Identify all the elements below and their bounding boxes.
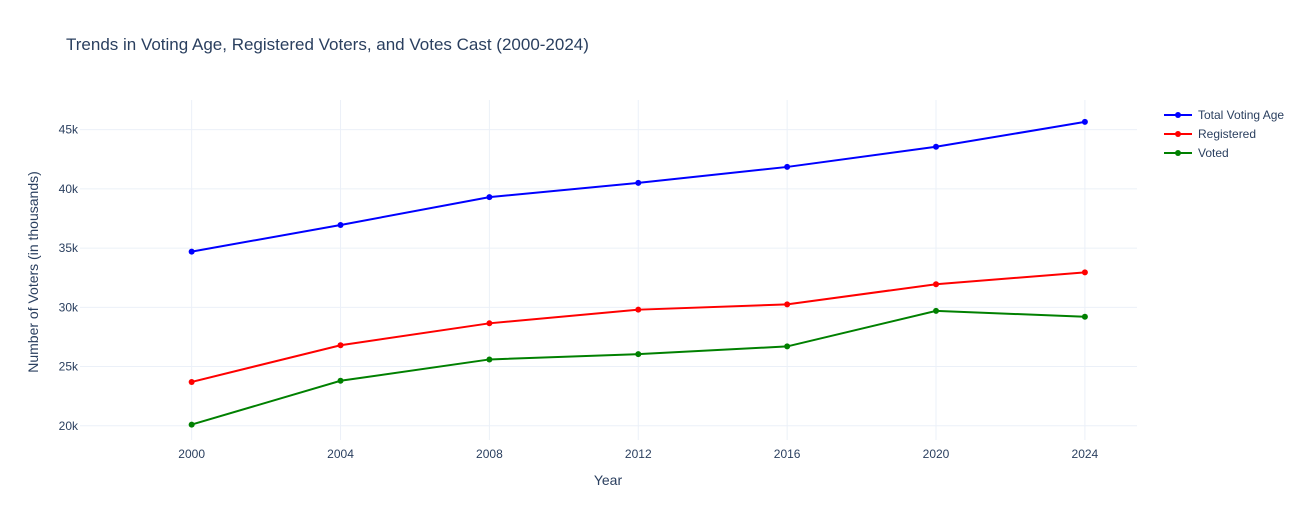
y-axis-title: Number of Voters (in thousands)	[25, 171, 41, 373]
y-tick-label: 45k	[59, 123, 79, 137]
data-point[interactable]	[784, 163, 791, 170]
data-point[interactable]	[784, 301, 791, 308]
data-point[interactable]	[635, 351, 642, 358]
x-tick-label: 2000	[178, 447, 205, 461]
data-point[interactable]	[635, 179, 642, 186]
legend-marker	[1175, 112, 1181, 118]
legend-label: Voted	[1198, 146, 1229, 160]
series-voted	[188, 307, 1088, 428]
x-tick-label: 2008	[476, 447, 503, 461]
y-axis-ticks: 20k 25k 30k 35k 40k 45k	[59, 123, 79, 433]
data-point[interactable]	[337, 342, 344, 349]
y-tick-label: 35k	[59, 241, 79, 255]
legend-item[interactable]: Total Voting Age	[1164, 108, 1284, 122]
legend-item[interactable]: Voted	[1164, 146, 1229, 160]
legend-label: Registered	[1198, 127, 1256, 141]
data-point[interactable]	[188, 421, 195, 428]
data-point[interactable]	[188, 378, 195, 385]
legend-label: Total Voting Age	[1198, 108, 1284, 122]
y-tick-label: 20k	[59, 419, 79, 433]
data-point[interactable]	[337, 221, 344, 228]
legend-item[interactable]: Registered	[1164, 127, 1256, 141]
data-point[interactable]	[486, 194, 493, 201]
data-point[interactable]	[933, 307, 940, 314]
series-layer	[188, 118, 1088, 428]
grid	[80, 100, 1137, 440]
x-tick-label: 2020	[923, 447, 950, 461]
y-tick-label: 30k	[59, 300, 79, 314]
data-point[interactable]	[337, 377, 344, 384]
series-total-voting-age	[188, 118, 1088, 255]
data-point[interactable]	[784, 343, 791, 350]
data-point[interactable]	[1081, 118, 1088, 125]
legend[interactable]: Total Voting Age Registered Voted	[1164, 108, 1284, 160]
chart-title: Trends in Voting Age, Registered Voters,…	[66, 35, 589, 54]
data-point[interactable]	[486, 320, 493, 327]
data-point[interactable]	[188, 248, 195, 255]
x-tick-label: 2004	[327, 447, 354, 461]
x-axis-ticks: 2000 2004 2008 2012 2016 2020 2024	[178, 447, 1098, 461]
x-tick-label: 2012	[625, 447, 652, 461]
legend-marker	[1175, 131, 1181, 137]
x-axis-title: Year	[594, 472, 623, 488]
legend-marker	[1175, 150, 1181, 156]
y-tick-label: 25k	[59, 360, 79, 374]
x-tick-label: 2016	[774, 447, 801, 461]
data-point[interactable]	[635, 306, 642, 313]
data-point[interactable]	[486, 356, 493, 363]
data-point[interactable]	[1081, 313, 1088, 320]
data-point[interactable]	[1081, 269, 1088, 276]
x-tick-label: 2024	[1072, 447, 1099, 461]
data-point[interactable]	[933, 143, 940, 150]
series-registered	[188, 269, 1088, 385]
data-point[interactable]	[933, 281, 940, 288]
y-tick-label: 40k	[59, 182, 79, 196]
